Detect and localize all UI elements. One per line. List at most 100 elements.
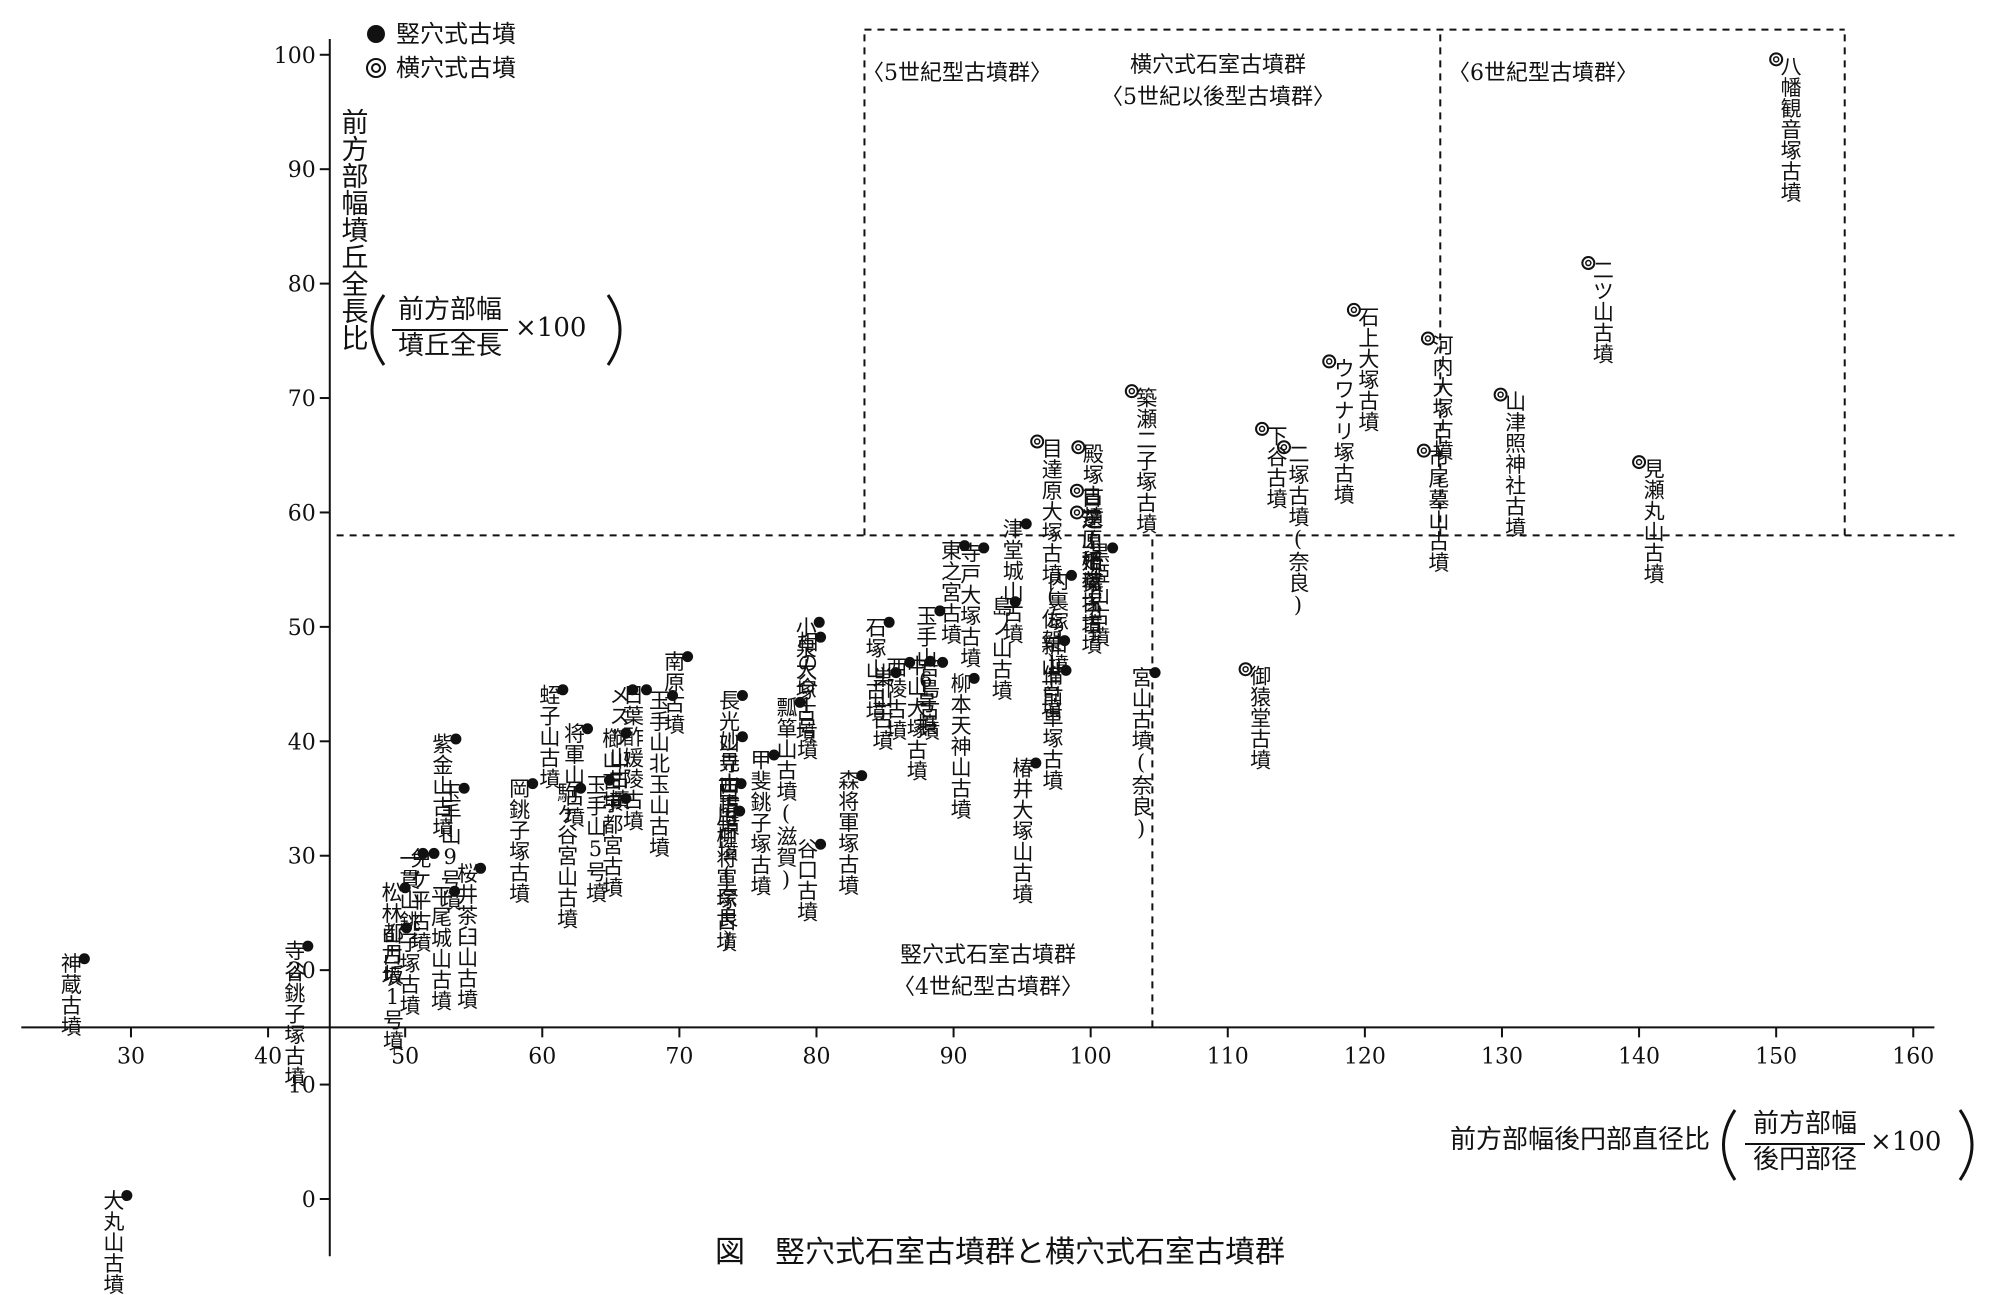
x-tick-label: 120 — [1344, 1044, 1386, 1069]
point — [883, 616, 895, 628]
bracket — [1722, 1109, 1737, 1181]
point — [768, 749, 780, 761]
legend-marker — [371, 63, 381, 73]
point-label: 目達原大塚古墳(佐賀) — [1039, 438, 1063, 675]
point-label: 森将軍塚古墳 — [836, 770, 860, 896]
point-label: 石塚山古墳 — [863, 616, 887, 721]
point-label: 一貫山銚子塚古墳 — [397, 847, 421, 1015]
point-label: 殿塚古墳(千葉) — [1080, 443, 1104, 617]
y-axis-denominator: 墳丘全長 — [398, 331, 502, 361]
point — [682, 651, 694, 663]
point-inner — [1280, 443, 1288, 451]
point-label: 柳本天神山古墳 — [948, 672, 972, 819]
point-label: 西陵古墳 — [884, 656, 908, 740]
point — [1059, 635, 1071, 647]
point-label: 築瀬二子塚古墳 — [1134, 387, 1158, 534]
point-label: 甲斐銚子塚古墳 — [748, 749, 772, 896]
point — [813, 616, 825, 628]
point-label: 日葉酢媛陵古墳 — [620, 684, 644, 831]
point — [735, 778, 747, 790]
point-label: 神蔵古墳 — [58, 953, 82, 1037]
point-label: 駒ケ谷宮山古墳 — [555, 782, 579, 929]
point — [968, 672, 980, 684]
point — [959, 540, 971, 552]
point — [1238, 662, 1253, 677]
y-tick-label: 70 — [288, 387, 316, 412]
point-label: 紫金山古墳 — [430, 733, 454, 838]
point — [399, 882, 411, 894]
bracket — [370, 294, 386, 366]
point — [1149, 667, 1161, 679]
point-label: 島ノ山古墳 — [989, 596, 1013, 701]
x-tick-label: 110 — [1207, 1044, 1249, 1069]
point — [815, 631, 827, 643]
point — [1069, 483, 1084, 498]
y-tick-label: 0 — [302, 1188, 316, 1213]
point — [620, 727, 632, 739]
point — [1107, 542, 1119, 554]
point — [736, 690, 748, 702]
x-tick-label: 160 — [1892, 1044, 1934, 1069]
point — [1322, 354, 1337, 369]
point — [1346, 302, 1361, 317]
point-label: メスリ山古墳 — [607, 684, 631, 810]
point-label: 芝山姫塚古墳 — [1079, 508, 1103, 634]
point — [1769, 52, 1784, 67]
point-label: 西山古墳(奈良) — [715, 778, 739, 952]
point-label: 山津照神社古墳 — [1503, 391, 1527, 538]
point — [620, 793, 632, 805]
point-label: 石上大塚古墳 — [1356, 306, 1380, 432]
point — [428, 847, 440, 859]
point — [1416, 443, 1431, 458]
point-inner — [1635, 458, 1643, 466]
point-label: 谷口古墳 — [795, 838, 819, 922]
point — [1020, 518, 1032, 530]
point — [475, 862, 487, 874]
point-label: 下谷古墳 — [1264, 425, 1288, 509]
point-label: 中山大塚古墳 — [904, 655, 928, 781]
point-label: 将軍山古墳 — [562, 723, 586, 828]
x-tick-label: 100 — [1070, 1044, 1112, 1069]
point-label: 長光山寺古墳 — [716, 690, 740, 816]
point-label: 瓢箪山古墳(滋賀) — [774, 696, 798, 891]
point — [890, 667, 902, 679]
point — [302, 940, 314, 952]
point-label: 玉手山北玉山古墳 — [647, 690, 671, 858]
point-label: 八幡観音塚古墳 — [1778, 55, 1802, 202]
point — [449, 885, 461, 897]
point-inner — [1497, 391, 1504, 398]
y-tick-label: 40 — [288, 730, 316, 755]
point-label: 新山古墳 — [1039, 635, 1063, 719]
y-tick-label: 50 — [288, 616, 316, 641]
point-label: 松林山古墳 — [379, 882, 403, 987]
point-label: 川柳将軍塚古墳 — [714, 805, 738, 952]
x-axis-label: 前方部幅後円部直径比 — [1450, 1125, 1710, 1155]
x-tick-label: 80 — [802, 1044, 830, 1069]
point — [1276, 440, 1291, 455]
point — [924, 655, 936, 667]
point-inner — [1258, 425, 1266, 433]
point — [121, 1190, 133, 1202]
point — [1255, 421, 1270, 436]
point — [401, 922, 413, 934]
point-label: 寺戸大塚古墳 — [958, 542, 982, 668]
x-tick-label: 60 — [528, 1044, 556, 1069]
bracket — [606, 294, 622, 366]
point-inner — [1073, 509, 1081, 516]
point — [603, 774, 615, 786]
point-label: 宮山古墳(奈良) — [1129, 667, 1153, 841]
point-label: 小泉大塚古墳 — [793, 616, 817, 742]
point-label: 巣山古墳 — [870, 667, 894, 751]
point-inner — [1420, 447, 1428, 454]
legend-label: 竪穴式古墳 — [396, 20, 516, 48]
point-label: 黒姫山古墳 — [1087, 542, 1111, 647]
point — [627, 684, 639, 696]
point-inner — [1424, 335, 1432, 342]
x-tick-label: 30 — [117, 1044, 145, 1069]
annotation: 横穴式石室古墳群 — [1130, 53, 1306, 78]
point — [450, 733, 462, 745]
point — [557, 684, 569, 696]
point-inner — [1772, 56, 1780, 63]
point — [815, 838, 827, 850]
